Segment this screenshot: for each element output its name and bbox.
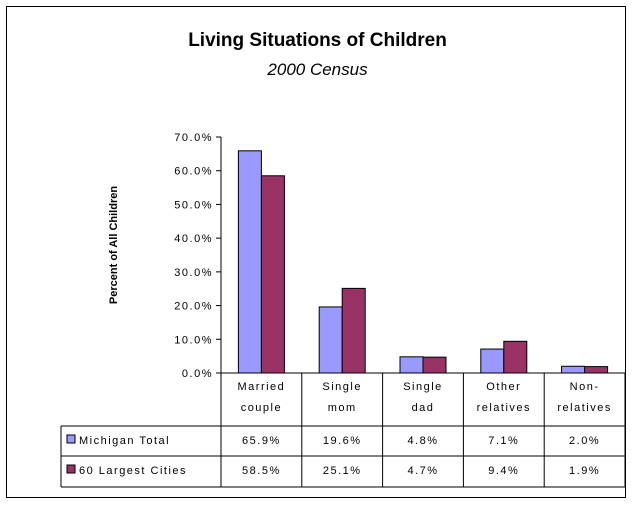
bar-60-largest-cities xyxy=(341,287,366,374)
chart-title: Living Situations of Children xyxy=(188,30,447,51)
x-category-label: dad xyxy=(412,402,435,414)
y-tick-label: 30.0% xyxy=(174,267,213,279)
x-category-label: relatives xyxy=(477,402,531,414)
data-label: 65.9% xyxy=(242,435,281,447)
x-category-label: Single xyxy=(322,381,362,393)
x-category-label: relatives xyxy=(557,402,611,414)
x-category-label: Married xyxy=(238,381,286,393)
x-category-label: couple xyxy=(241,402,282,414)
legend-key-michigan-total xyxy=(66,434,76,444)
x-category-label: Other xyxy=(486,381,521,393)
x-category-label: mom xyxy=(328,402,357,414)
y-tick-label: 10.0% xyxy=(174,334,213,346)
legend-label: Michigan Total xyxy=(79,435,170,447)
data-label: 1.9% xyxy=(569,465,600,477)
y-tick-label: 20.0% xyxy=(174,301,213,313)
bar-60-largest-cities xyxy=(503,340,528,374)
y-tick-label: 70.0% xyxy=(174,132,213,144)
legend-key-60-largest-cities xyxy=(66,464,76,474)
data-label: 58.5% xyxy=(242,465,281,477)
bar-michigan-total xyxy=(237,150,262,374)
y-tick-label: 50.0% xyxy=(174,199,213,211)
x-category-label: Non- xyxy=(570,381,600,393)
y-tick-label: 40.0% xyxy=(174,233,213,245)
chart-frame xyxy=(6,6,626,498)
data-label: 25.1% xyxy=(323,465,362,477)
x-category-label: Single xyxy=(403,381,443,393)
data-label: 2.0% xyxy=(569,435,600,447)
y-tick-label: 0.0% xyxy=(182,368,213,380)
bar-60-largest-cities xyxy=(584,366,609,374)
bar-michigan-total xyxy=(561,365,586,374)
bar-60-largest-cities xyxy=(422,356,447,374)
bar-60-largest-cities xyxy=(260,175,285,374)
data-label: 19.6% xyxy=(323,435,362,447)
bar-michigan-total xyxy=(399,356,424,374)
bar-michigan-total xyxy=(480,348,505,374)
y-tick-label: 60.0% xyxy=(174,166,213,178)
data-label: 4.8% xyxy=(407,435,438,447)
data-label: 9.4% xyxy=(488,465,519,477)
data-label: 7.1% xyxy=(488,435,519,447)
data-label: 4.7% xyxy=(407,465,438,477)
legend-label: 60 Largest Cities xyxy=(79,465,187,477)
chart-subtitle: 2000 Census xyxy=(267,60,368,79)
bar-michigan-total xyxy=(318,306,343,374)
